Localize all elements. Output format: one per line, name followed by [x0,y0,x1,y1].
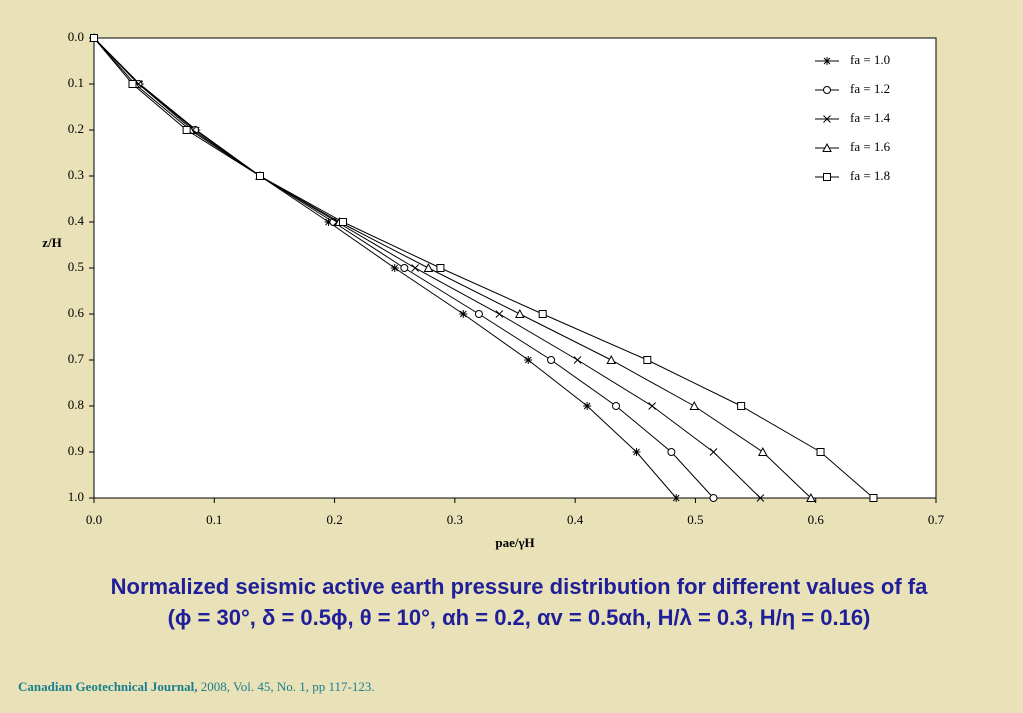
x-tick-label: 0.5 [687,512,703,527]
marker [689,400,700,410]
marker [514,308,525,318]
marker [869,494,878,502]
marker [756,494,765,502]
x-axis-label: pae/γH [495,535,534,550]
marker [524,356,533,364]
y-tick-label: 0.1 [68,75,84,90]
marker [667,448,676,456]
legend-marker [823,57,831,65]
marker [255,172,264,180]
y-tick-label: 0.8 [68,397,84,412]
y-tick-label: 0.4 [68,213,85,228]
marker [632,448,641,456]
x-tick-label: 0.1 [206,512,222,527]
marker [806,492,816,502]
marker [324,218,333,226]
y-tick-label: 0.6 [68,305,85,320]
legend-marker [823,173,831,181]
legend-label: fa = 1.6 [850,139,891,154]
marker [757,446,768,456]
y-tick-label: 1.0 [68,489,84,504]
y-axis-label: z/H [42,235,62,250]
marker [709,494,718,502]
legend-label: fa = 1.8 [850,168,890,183]
marker [400,264,409,272]
legend-marker [823,115,831,123]
marker [390,264,399,272]
marker [436,264,445,272]
marker [672,494,681,502]
x-tick-label: 0.2 [326,512,342,527]
marker [547,356,556,364]
legend-marker [823,86,832,94]
citation-details: 2008, Vol. 45, No. 1, pp 117-123. [201,679,375,694]
marker [495,310,504,318]
legend-marker [822,142,832,152]
marker [648,402,656,410]
y-tick-label: 0.3 [68,167,84,182]
legend-label: fa = 1.4 [850,110,891,125]
marker [538,310,547,318]
marker [182,126,191,134]
journal: Canadian Geotechnical Journal, [18,679,198,694]
marker [128,80,137,88]
x-tick-label: 0.0 [86,512,102,527]
marker [411,264,420,272]
marker [474,310,483,318]
marker [737,402,746,410]
y-tick-label: 0.9 [68,443,84,458]
marker [612,402,621,410]
legend-label: fa = 1.0 [850,52,890,67]
legend-label: fa = 1.2 [850,81,890,96]
x-tick-label: 0.4 [567,512,584,527]
citation: Canadian Geotechnical Journal, 2008, Vol… [18,679,375,694]
marker [459,310,468,318]
marker [573,356,582,364]
y-tick-label: 0.5 [68,259,84,274]
marker [643,356,652,364]
y-tick-label: 0.0 [68,29,84,44]
chart-subtitle: (ϕ = 30°, δ = 0.5ϕ, θ = 10°, αh = 0.2, α… [168,605,871,630]
y-tick-label: 0.7 [68,351,85,366]
marker [606,354,617,364]
marker [90,34,98,42]
x-tick-label: 0.6 [808,512,825,527]
marker [583,402,592,410]
marker [338,218,347,226]
plot-area [93,37,937,499]
x-tick-label: 0.3 [447,512,463,527]
y-tick-label: 0.2 [68,121,84,136]
marker [816,448,825,456]
x-tick-label: 0.7 [928,512,945,527]
marker [423,262,434,272]
marker [709,448,718,456]
chart-title: Normalized seismic active earth pressure… [111,574,928,599]
